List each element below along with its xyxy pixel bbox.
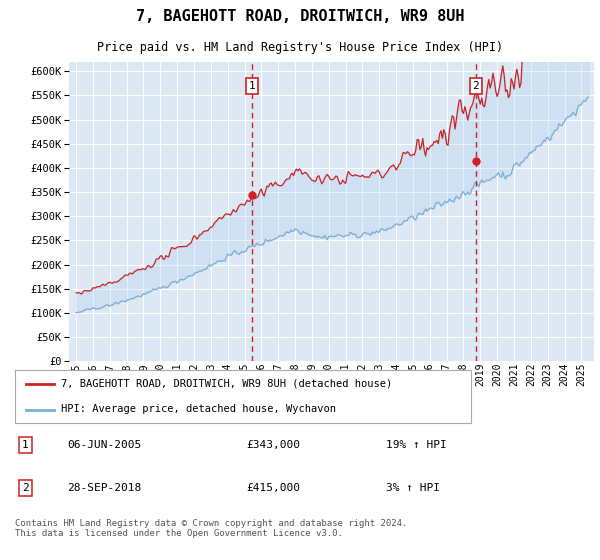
Text: 1: 1 [22, 440, 29, 450]
Text: £343,000: £343,000 [247, 440, 301, 450]
Text: 2: 2 [22, 483, 29, 493]
Text: HPI: Average price, detached house, Wychavon: HPI: Average price, detached house, Wych… [61, 404, 335, 414]
Text: 7, BAGEHOTT ROAD, DROITWICH, WR9 8UH: 7, BAGEHOTT ROAD, DROITWICH, WR9 8UH [136, 9, 464, 24]
Text: 7, BAGEHOTT ROAD, DROITWICH, WR9 8UH (detached house): 7, BAGEHOTT ROAD, DROITWICH, WR9 8UH (de… [61, 379, 392, 389]
Text: 2: 2 [473, 81, 479, 91]
Text: 3% ↑ HPI: 3% ↑ HPI [386, 483, 440, 493]
Text: Contains HM Land Registry data © Crown copyright and database right 2024.
This d: Contains HM Land Registry data © Crown c… [15, 519, 407, 538]
Text: 1: 1 [248, 81, 255, 91]
Text: 28-SEP-2018: 28-SEP-2018 [67, 483, 142, 493]
Text: £415,000: £415,000 [247, 483, 301, 493]
Text: 06-JUN-2005: 06-JUN-2005 [67, 440, 142, 450]
Text: 19% ↑ HPI: 19% ↑ HPI [386, 440, 446, 450]
Text: Price paid vs. HM Land Registry's House Price Index (HPI): Price paid vs. HM Land Registry's House … [97, 41, 503, 54]
